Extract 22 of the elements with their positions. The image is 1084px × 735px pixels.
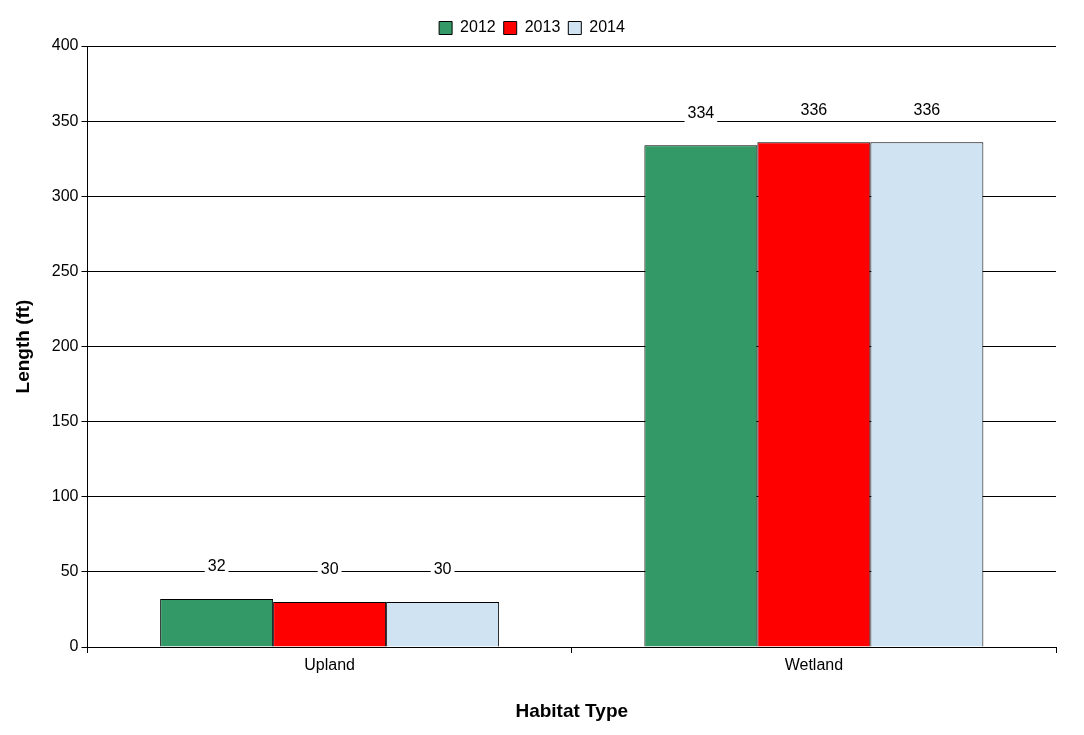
y-tick-label: 50 bbox=[60, 562, 79, 580]
data-label: 336 bbox=[800, 100, 828, 118]
y-tick-label: 400 bbox=[51, 36, 79, 54]
y-tick-label: 200 bbox=[51, 336, 79, 354]
x-axis-title: Habitat Type bbox=[515, 699, 629, 721]
y-tick-label: 350 bbox=[51, 111, 79, 129]
data-label: 336 bbox=[913, 100, 941, 118]
data-label: 30 bbox=[433, 560, 452, 578]
y-tick-label: 100 bbox=[51, 487, 79, 505]
y-tick-label: 300 bbox=[51, 186, 79, 204]
data-label: 30 bbox=[320, 560, 339, 578]
x-tick-label: Upland bbox=[304, 656, 355, 674]
data-label: 32 bbox=[207, 557, 226, 575]
y-axis-title: Length (ft) bbox=[11, 299, 33, 394]
x-tick-label: Wetland bbox=[784, 656, 844, 674]
y-tick-label: 250 bbox=[51, 261, 79, 279]
legend-label: 2012 bbox=[460, 18, 496, 36]
legend-label: 2013 bbox=[524, 18, 561, 36]
legend-label: 2014 bbox=[589, 18, 625, 36]
y-tick-label: 150 bbox=[51, 412, 79, 430]
data-label: 334 bbox=[687, 103, 715, 121]
y-tick-label: 0 bbox=[69, 637, 79, 655]
